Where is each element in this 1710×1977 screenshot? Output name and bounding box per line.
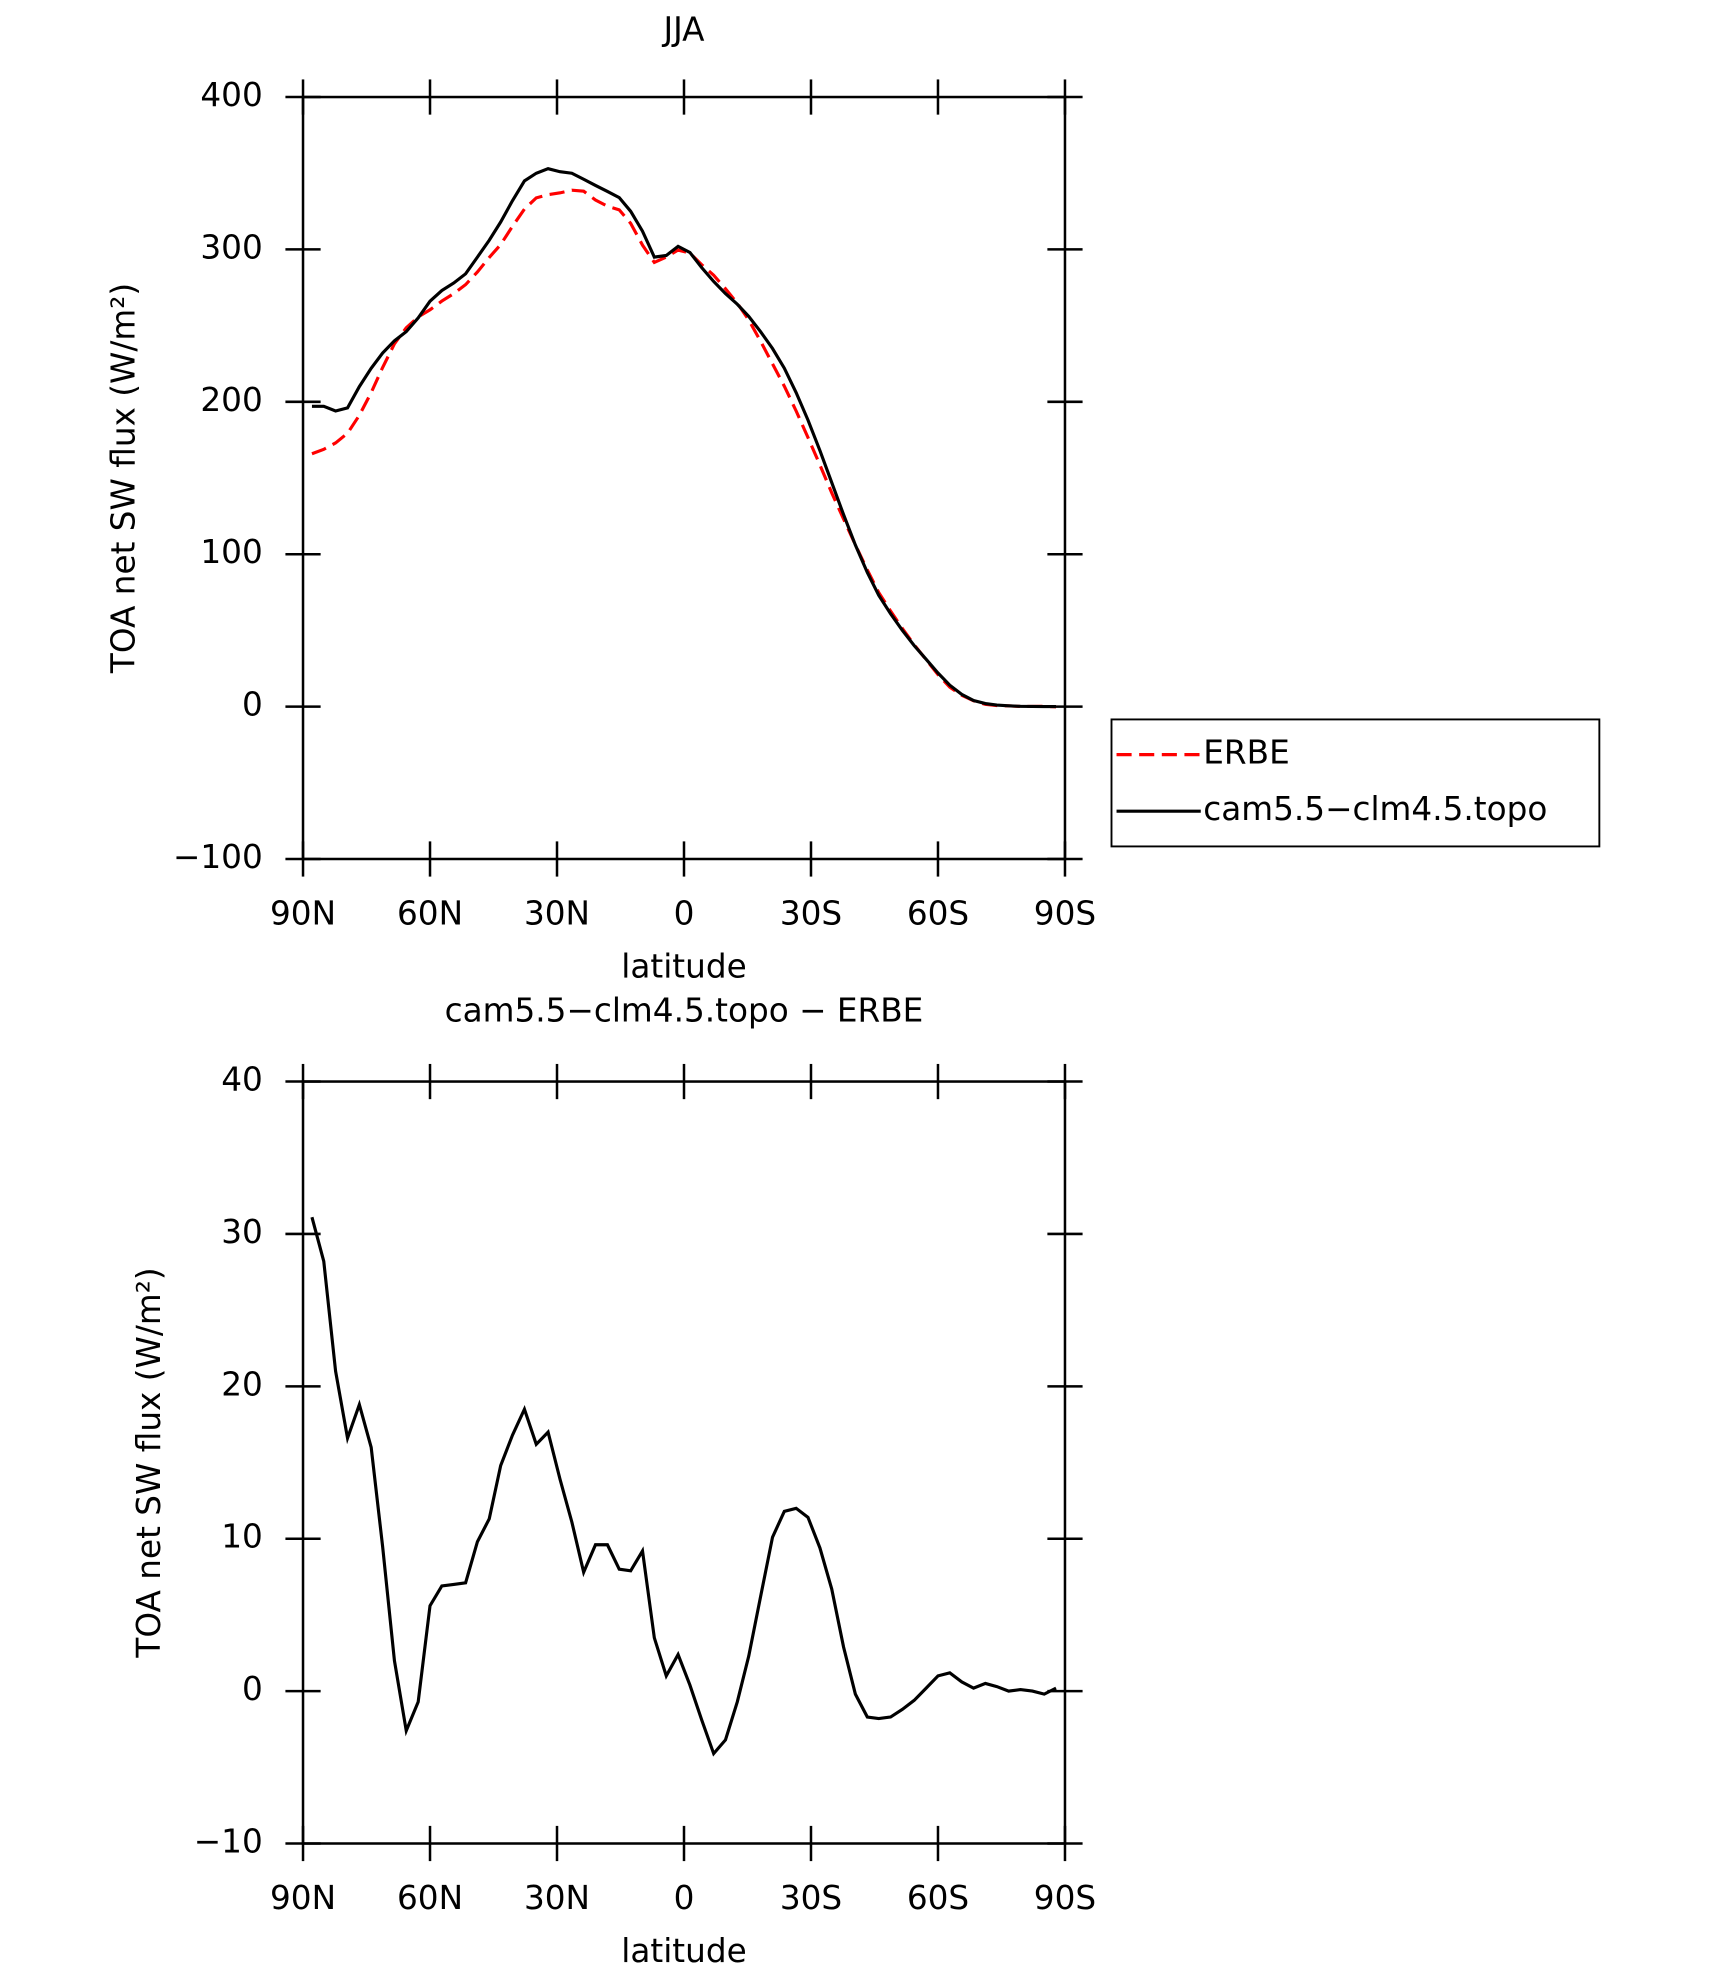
legend: ERBE cam5.5−clm4.5.topo — [1110, 718, 1601, 848]
y-tick-label: 200 — [200, 381, 262, 419]
x-tick-label: 60S — [907, 1879, 969, 1917]
x-tick-label: 0 — [674, 1879, 695, 1917]
y-tick-label: 0 — [242, 686, 263, 724]
y-tick-label: 0 — [242, 1670, 263, 1708]
chart-title: cam5.5−clm4.5.topo − ERBE — [445, 991, 924, 1029]
y-tick-label: −10 — [194, 1823, 263, 1861]
plot-frame — [301, 95, 1067, 861]
y-tick-label: −100 — [173, 838, 263, 876]
data-line — [310, 1216, 1057, 1757]
y-axis-label: TOA net SW flux (W/m²) — [130, 1267, 168, 1658]
data-line — [311, 167, 1057, 709]
y-tick-label: 30 — [221, 1213, 263, 1251]
y-tick-label: 100 — [200, 533, 262, 571]
x-tick-label: 30N — [524, 895, 590, 933]
x-tick-label: 60N — [397, 895, 463, 933]
x-tick-label: 90N — [270, 895, 336, 933]
chart-title: JJA — [661, 11, 705, 49]
x-tick-label: 60N — [397, 1879, 463, 1917]
x-axis-label: latitude — [621, 947, 746, 985]
y-tick-label: 400 — [200, 76, 262, 114]
x-tick-label: 30S — [780, 895, 842, 933]
legend-label: cam5.5−clm4.5.topo — [1203, 790, 1547, 828]
plot-frame — [301, 1080, 1067, 1845]
x-tick-label: 30S — [780, 1879, 842, 1917]
x-axis-label: latitude — [621, 1932, 746, 1970]
x-tick-label: 90S — [1034, 895, 1096, 933]
y-tick-label: 300 — [200, 228, 262, 266]
x-tick-label: 60S — [907, 895, 969, 933]
y-tick-label: 40 — [221, 1061, 263, 1099]
y-axis-label: TOA net SW flux (W/m²) — [105, 283, 143, 674]
y-tick-label: 10 — [221, 1518, 263, 1556]
data-line — [311, 188, 1057, 709]
x-tick-label: 90N — [270, 1879, 336, 1917]
legend-label: ERBE — [1203, 734, 1289, 772]
x-tick-label: 90S — [1034, 1879, 1096, 1917]
legend-box — [1110, 718, 1601, 848]
x-tick-label: 0 — [674, 895, 695, 933]
x-tick-label: 30N — [524, 1879, 590, 1917]
y-tick-label: 20 — [221, 1365, 263, 1403]
